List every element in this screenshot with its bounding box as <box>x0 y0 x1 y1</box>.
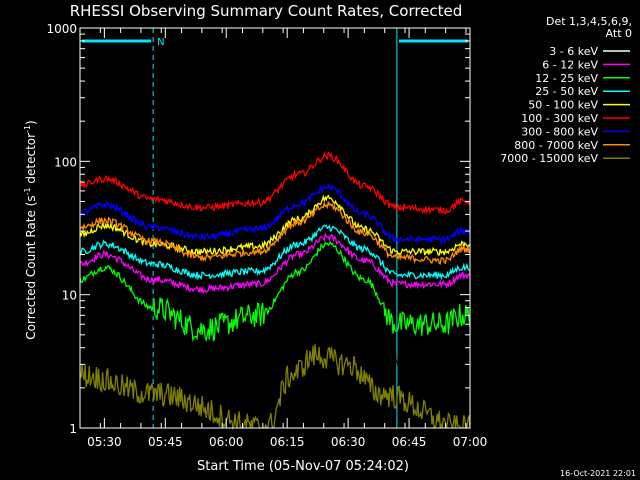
legend-label: 7000 - 15000 keV <box>500 152 598 165</box>
legend-label: 12 - 25 keV <box>535 72 598 85</box>
x-tick-label: 06:30 <box>331 435 366 449</box>
legend-label: 50 - 100 keV <box>528 99 598 112</box>
x-tick-label: 06:00 <box>209 435 244 449</box>
x-axis-label: Start Time (05-Nov-07 05:24:02) <box>197 459 409 474</box>
y-tick-label: 1 <box>69 422 77 436</box>
series-line <box>79 224 471 281</box>
y-axis-label-end: ) <box>24 120 38 125</box>
series-line <box>79 151 471 215</box>
series-line <box>79 182 471 246</box>
y-tick-label: 100 <box>54 155 77 169</box>
y-axis-label-sup1: -1 <box>23 187 32 195</box>
chart-title: RHESSI Observing Summary Count Rates, Co… <box>70 2 463 20</box>
x-tick-label: 07:00 <box>453 435 488 449</box>
axes: 1 10 100 1000 05:30 05:45 06:00 06:15 06:30 06:45… <box>46 22 487 449</box>
y-axis-label-group: Corrected Count Rate (s-1 detector-1) <box>23 120 38 339</box>
series-line <box>79 200 471 265</box>
legend-label: 6 - 12 keV <box>542 58 598 71</box>
legend-label: 800 - 7000 keV <box>514 139 598 152</box>
y-axis-label-main: Corrected Count Rate (s <box>24 195 38 339</box>
y-axis-label-mid: detector <box>24 133 38 188</box>
legend-header-line1: Det 1,3,4,5,6,9, <box>546 15 632 28</box>
x-tick-label: 06:15 <box>270 435 305 449</box>
legend-label: 100 - 300 keV <box>521 112 598 125</box>
series-line <box>79 231 471 295</box>
plot-frame <box>79 27 471 429</box>
y-tick-label: 10 <box>62 289 77 303</box>
night-label: N <box>157 37 164 48</box>
legend-header-line2: Att 0 <box>606 27 632 40</box>
series-lines <box>79 151 471 431</box>
series-line <box>79 259 471 370</box>
series-line <box>79 344 471 431</box>
y-tick-label: 1000 <box>46 22 77 36</box>
x-tick-label: 05:30 <box>87 435 122 449</box>
footer-date: 16-Oct-2021 22:01 <box>560 469 636 478</box>
y-axis-label: Corrected Count Rate (s-1 detector-1) <box>23 120 38 339</box>
series-line <box>79 240 471 343</box>
legend-label: 300 - 800 keV <box>521 125 598 138</box>
y-axis-label-sup2: -1 <box>23 125 32 133</box>
x-tick-label: 05:45 <box>148 435 183 449</box>
legend-label: 3 - 6 keV <box>549 45 598 58</box>
x-tick-label: 06:45 <box>392 435 427 449</box>
legend-label: 25 - 50 keV <box>535 85 598 98</box>
